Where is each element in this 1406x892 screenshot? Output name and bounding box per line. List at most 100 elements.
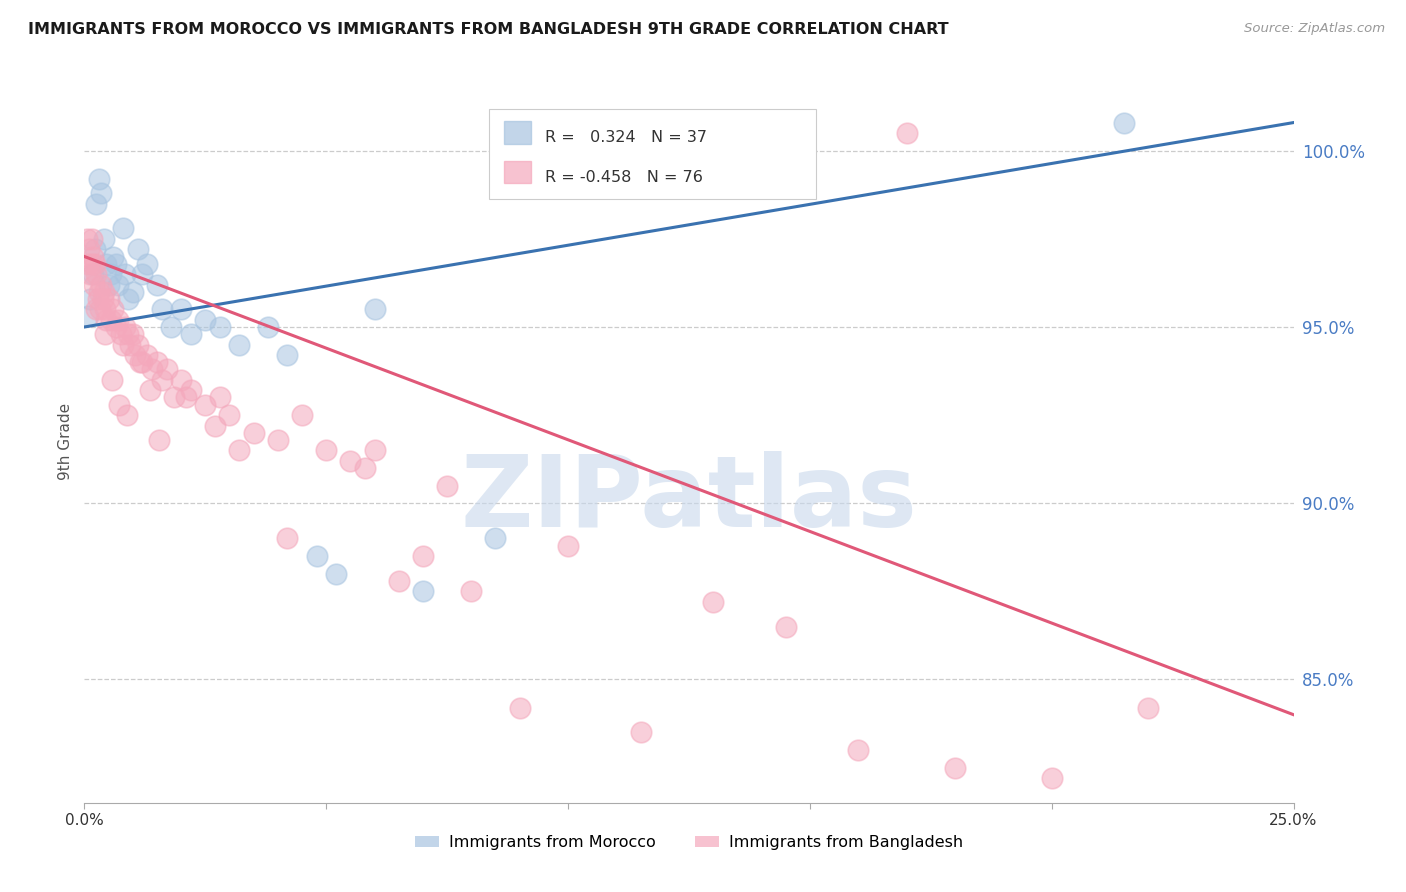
Point	[94, 302, 117, 317]
Point	[363, 443, 385, 458]
Point	[103, 250, 125, 264]
Point	[228, 337, 250, 351]
Point	[127, 243, 149, 257]
Text: R = -0.458   N = 76: R = -0.458 N = 76	[546, 170, 703, 185]
Point	[1114, 115, 1136, 129]
Point	[93, 326, 115, 341]
Point	[1137, 700, 1160, 714]
Point	[114, 320, 136, 334]
Point	[100, 313, 122, 327]
Point	[1040, 771, 1063, 785]
Point	[305, 549, 328, 563]
Point	[276, 348, 298, 362]
Text: ZIPatlas: ZIPatlas	[461, 450, 917, 548]
Point	[148, 433, 170, 447]
Point	[141, 362, 163, 376]
Point	[136, 348, 159, 362]
Point	[90, 277, 112, 292]
Point	[117, 326, 139, 341]
Text: IMMIGRANTS FROM MOROCCO VS IMMIGRANTS FROM BANGLADESH 9TH GRADE CORRELATION CHAR: IMMIGRANTS FROM MOROCCO VS IMMIGRANTS FR…	[28, 22, 949, 37]
Point	[79, 292, 101, 306]
Point	[107, 277, 129, 292]
Point	[702, 595, 724, 609]
Point	[160, 320, 183, 334]
Point	[354, 461, 377, 475]
Point	[127, 337, 149, 351]
Point	[163, 391, 186, 405]
Point	[112, 221, 135, 235]
FancyBboxPatch shape	[503, 161, 530, 183]
Point	[509, 700, 531, 714]
Point	[84, 243, 107, 257]
Point	[94, 256, 117, 270]
Point	[77, 256, 100, 270]
Point	[87, 292, 110, 306]
Point	[97, 277, 120, 292]
Point	[129, 355, 152, 369]
Point	[339, 454, 361, 468]
Point	[97, 292, 120, 306]
Point	[120, 337, 142, 351]
Point	[194, 313, 217, 327]
Point	[228, 443, 250, 458]
Legend: Immigrants from Morocco, Immigrants from Bangladesh: Immigrants from Morocco, Immigrants from…	[409, 829, 969, 856]
Point	[79, 267, 101, 281]
Point	[150, 302, 173, 317]
FancyBboxPatch shape	[503, 121, 530, 144]
Point	[204, 418, 226, 433]
Text: Source: ZipAtlas.com: Source: ZipAtlas.com	[1244, 22, 1385, 36]
Point	[117, 292, 139, 306]
Point	[180, 326, 202, 341]
Point	[775, 619, 797, 633]
Point	[87, 285, 110, 299]
Point	[630, 725, 652, 739]
Point	[131, 355, 153, 369]
Point	[412, 584, 434, 599]
Point	[896, 126, 918, 140]
Point	[291, 408, 314, 422]
Point	[136, 256, 159, 270]
Point	[155, 362, 177, 376]
Point	[80, 256, 103, 270]
Point	[86, 302, 108, 317]
Point	[138, 384, 160, 398]
Point	[76, 232, 98, 246]
Point	[131, 267, 153, 281]
Point	[90, 186, 112, 200]
Point	[315, 443, 337, 458]
Point	[146, 355, 169, 369]
Point	[146, 277, 169, 292]
Point	[86, 267, 108, 281]
Point	[436, 478, 458, 492]
Point	[108, 398, 131, 412]
Point	[77, 310, 100, 324]
Point	[82, 267, 104, 281]
Point	[91, 292, 114, 306]
Point	[121, 285, 143, 299]
Point	[101, 373, 124, 387]
Point	[276, 532, 298, 546]
Point	[87, 172, 110, 186]
Point	[89, 302, 111, 317]
Point	[170, 373, 193, 387]
Point	[107, 313, 129, 327]
Point	[557, 539, 579, 553]
Point	[77, 243, 100, 257]
Point	[174, 391, 197, 405]
Point	[114, 267, 136, 281]
Point	[325, 566, 347, 581]
Point	[86, 196, 108, 211]
Y-axis label: 9th Grade: 9th Grade	[58, 403, 73, 480]
Point	[104, 256, 127, 270]
Point	[93, 285, 115, 299]
Point	[115, 408, 138, 422]
Point	[208, 320, 231, 334]
Point	[208, 391, 231, 405]
Point	[267, 433, 290, 447]
Point	[363, 302, 385, 317]
Point	[94, 313, 117, 327]
Point	[170, 302, 193, 317]
Point	[84, 256, 107, 270]
Point	[93, 232, 115, 246]
Point	[412, 549, 434, 563]
